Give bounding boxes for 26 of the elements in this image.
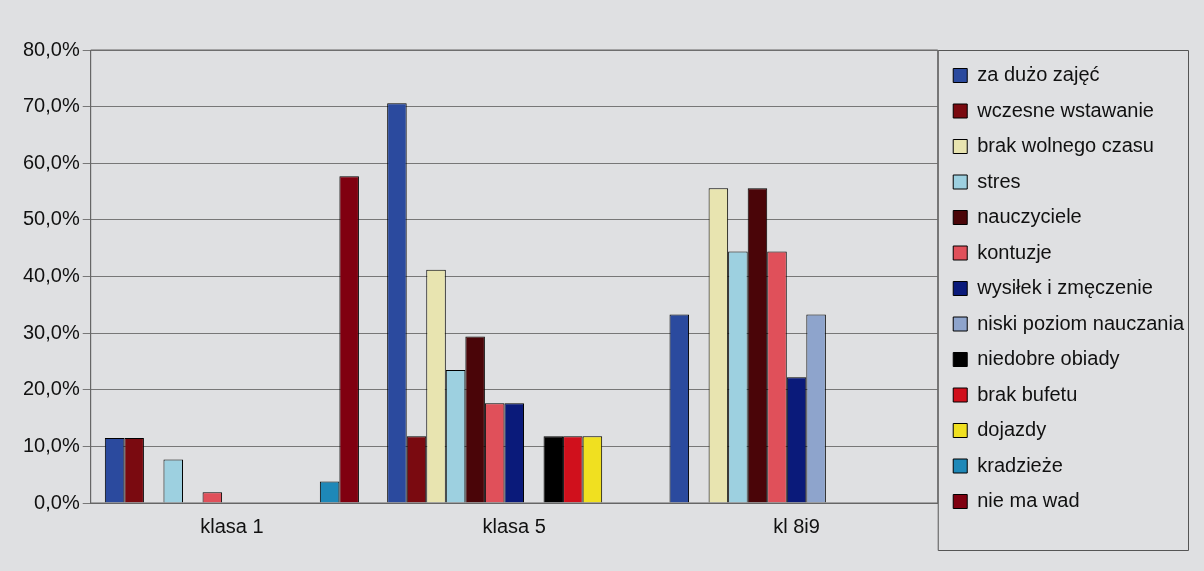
legend-label: nauczyciele	[977, 205, 1082, 228]
legend-label: nie ma wad	[977, 489, 1080, 512]
y-tick-label: 50,0%	[22, 207, 80, 230]
y-tick-label: 20,0%	[22, 377, 80, 400]
legend-label: kradzieże	[977, 453, 1063, 476]
bar	[543, 436, 564, 503]
y-tick-label: 0,0%	[34, 490, 80, 513]
y-tick-label: 70,0%	[22, 94, 80, 117]
legend-label: brak bufetu	[977, 382, 1078, 405]
x-tick-label: klasa 1	[200, 514, 264, 537]
x-tick-label: klasa 5	[482, 514, 546, 537]
y-tick-label: 60,0%	[22, 150, 80, 173]
legend-label: brak wolnego czasu	[977, 134, 1154, 157]
legend-label: wysiłek i zmęczenie	[976, 276, 1153, 299]
legend-label: kontuzje	[977, 240, 1052, 263]
y-tick-label: 10,0%	[22, 433, 80, 456]
x-tick-label: kl 8i9	[773, 514, 820, 537]
legend-label: wczesne wstawanie	[976, 98, 1154, 121]
legend-label: dojazdy	[977, 418, 1047, 441]
legend-label: stres	[977, 169, 1021, 192]
y-tick-label: 80,0%	[22, 37, 80, 60]
y-tick-label: 30,0%	[22, 320, 80, 343]
legend-label: niski poziom nauczania	[977, 311, 1185, 334]
legend-label: za dużo zajęć	[977, 63, 1100, 86]
y-tick-label: 40,0%	[22, 264, 80, 287]
legend-label: niedobre obiady	[977, 347, 1120, 370]
